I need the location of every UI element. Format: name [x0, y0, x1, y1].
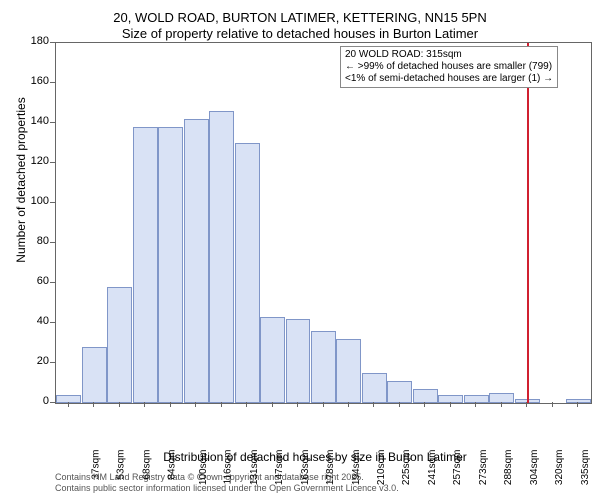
histogram-bar: [413, 389, 438, 403]
chart-title: 20, WOLD ROAD, BURTON LATIMER, KETTERING…: [0, 4, 600, 36]
x-tick-label: 131sqm: [249, 450, 260, 486]
annotation-box: 20 WOLD ROAD: 315sqm ← >99% of detached …: [340, 46, 558, 88]
y-tick-label: 60: [25, 275, 49, 287]
y-tick-label: 160: [25, 75, 49, 87]
histogram-bar: [286, 319, 311, 403]
x-tick-label: 53sqm: [116, 450, 127, 480]
x-tick-label: 257sqm: [452, 450, 463, 486]
reference-marker-line: [527, 43, 529, 403]
x-tick-label: 288sqm: [503, 450, 514, 486]
histogram-bar: [133, 127, 158, 403]
histogram-bar: [260, 317, 285, 403]
y-tick-label: 80: [25, 235, 49, 247]
y-tick-label: 0: [25, 395, 49, 407]
y-tick-label: 120: [25, 155, 49, 167]
x-tick-label: 335sqm: [580, 450, 591, 486]
plot-area: [55, 42, 592, 404]
x-tick-label: 68sqm: [141, 450, 152, 480]
y-tick-label: 140: [25, 115, 49, 127]
y-tick-label: 180: [25, 35, 49, 47]
x-tick-label: 241sqm: [427, 450, 438, 486]
x-tick-label: 273sqm: [478, 450, 489, 486]
histogram-bar: [387, 381, 412, 403]
x-tick-label: 163sqm: [300, 450, 311, 486]
y-tick-label: 100: [25, 195, 49, 207]
x-tick-label: 194sqm: [351, 450, 362, 486]
histogram-bar: [184, 119, 209, 403]
chart-container: { "title_line1": "20, WOLD ROAD, BURTON …: [0, 0, 600, 500]
title-line-2: Size of property relative to detached ho…: [0, 26, 600, 42]
title-line-1: 20, WOLD ROAD, BURTON LATIMER, KETTERING…: [0, 10, 600, 26]
x-tick-label: 320sqm: [554, 450, 565, 486]
histogram-bar: [311, 331, 336, 403]
x-tick-label: 147sqm: [274, 450, 285, 486]
x-tick-label: 84sqm: [167, 450, 178, 480]
y-axis-title: Number of detached properties: [14, 50, 28, 310]
x-tick-label: 116sqm: [222, 450, 233, 485]
x-tick-label: 178sqm: [325, 450, 336, 486]
annotation-line-1: 20 WOLD ROAD: 315sqm: [345, 49, 553, 61]
x-tick-label: 210sqm: [376, 450, 387, 486]
footer-line-2: Contains public sector information licen…: [55, 483, 399, 494]
y-tick-label: 40: [25, 315, 49, 327]
histogram-bar: [158, 127, 183, 403]
histogram-bar: [362, 373, 387, 403]
histogram-bar: [107, 287, 132, 403]
histogram-bar: [235, 143, 260, 403]
annotation-line-2: ← >99% of detached houses are smaller (7…: [345, 61, 553, 73]
histogram-bar: [336, 339, 361, 403]
x-tick-label: 100sqm: [198, 450, 209, 486]
annotation-line-3: <1% of semi-detached houses are larger (…: [345, 73, 553, 85]
y-tick-label: 20: [25, 355, 49, 367]
x-tick-label: 225sqm: [402, 450, 413, 486]
histogram-bar: [82, 347, 107, 403]
x-tick-label: 37sqm: [90, 450, 101, 480]
histogram-bar: [209, 111, 234, 403]
x-tick-label: 304sqm: [529, 450, 540, 486]
